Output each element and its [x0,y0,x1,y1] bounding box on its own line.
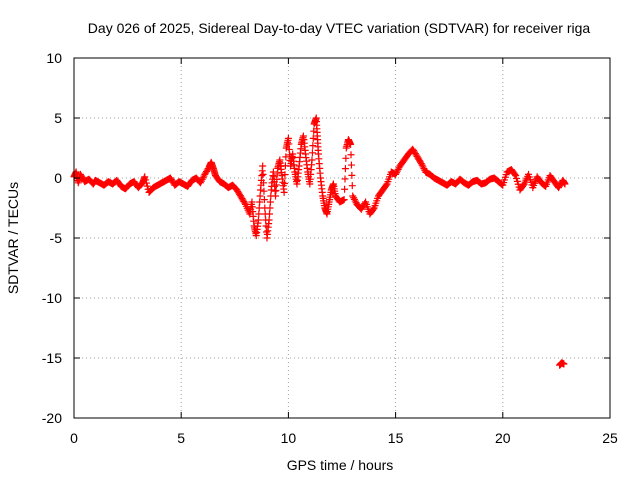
data-point [266,210,274,218]
data-point [349,192,357,200]
data-point [350,195,358,203]
data-point [511,170,519,178]
data-point [561,180,569,188]
data-point [347,161,355,169]
data-point [197,177,205,185]
data-point [417,160,425,168]
data-point [541,182,549,190]
x-tick-label: 10 [281,430,297,446]
data-point [259,170,267,178]
data-point [341,175,349,183]
x-tick-label: 20 [495,430,511,446]
data-point [519,181,527,189]
data-point [256,198,264,206]
data-point [281,180,289,188]
data-point [241,199,249,207]
data-point [260,179,268,187]
grid-lines [74,58,610,418]
data-point [199,174,207,182]
data-point [266,204,274,212]
data-point [259,162,267,170]
data-point [260,187,268,195]
data-point [419,163,427,171]
y-tick-label: -20 [42,410,62,426]
data-point [282,153,290,161]
data-point [142,176,150,184]
data-point [347,140,355,148]
data-point [392,169,400,177]
data-point [308,149,316,157]
y-tick-label: 5 [54,110,62,126]
y-tick-label: 0 [54,170,62,186]
data-point [350,194,358,202]
data-point [560,360,568,368]
x-axis-label: GPS time / hours [287,457,394,473]
data-point [266,198,274,206]
data-point [196,179,204,187]
data-point [265,216,273,224]
data-point [280,188,288,196]
data-point [309,134,317,142]
data-point [418,161,426,169]
data-point [351,197,359,205]
data-point [255,210,263,218]
data-point [382,181,390,189]
x-tick-label: 25 [602,430,618,446]
data-point [143,182,151,190]
y-tick-label: -10 [42,290,62,306]
data-point [341,165,349,173]
data-point [369,205,377,213]
y-tick-label: -5 [50,230,63,246]
data-point [198,175,206,183]
data-point [340,196,348,204]
data-points [70,114,569,369]
x-tick-label: 0 [70,430,78,446]
data-point [393,167,401,175]
y-tick-label: 10 [46,50,62,66]
data-point [141,173,149,181]
data-point [394,165,402,173]
data-point [309,142,317,150]
data-point [308,156,316,164]
data-point [254,216,262,224]
data-point [256,192,264,200]
y-axis-label: SDTVAR / TECUs [5,182,21,294]
data-point [348,182,356,190]
data-point [200,172,208,180]
data-point [392,170,400,178]
data-point [416,158,424,166]
x-tick-label: 15 [388,430,404,446]
x-tick-label: 5 [177,430,185,446]
data-point [348,171,356,179]
data-point [142,179,150,187]
data-point [260,196,268,204]
chart-title: Day 026 of 2025, Sidereal Day-to-day VTE… [88,20,591,36]
data-point [420,165,428,173]
axis-ticks: 0 5 10 15 20 25 -20 -15 -10 -5 0 5 10 [42,50,618,446]
y-tick-label: -15 [42,350,62,366]
data-point [347,151,355,159]
data-point [342,154,350,162]
data-point [281,171,289,179]
data-point [341,185,349,193]
